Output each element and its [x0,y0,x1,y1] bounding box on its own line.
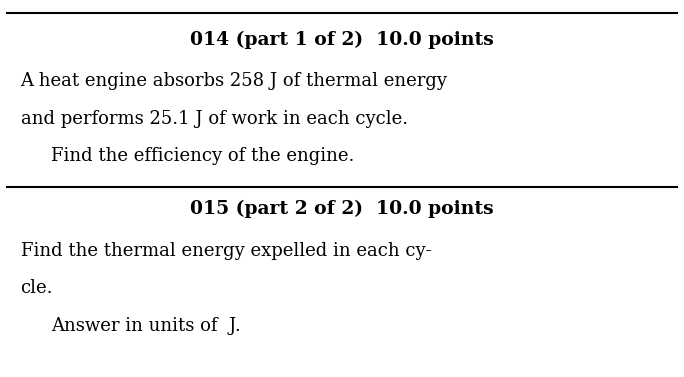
Text: Find the thermal energy expelled in each cy-: Find the thermal energy expelled in each… [21,242,431,260]
Text: Answer in units of  J.: Answer in units of J. [51,317,241,335]
Text: Find the efficiency of the engine.: Find the efficiency of the engine. [51,147,355,166]
Text: A heat engine absorbs 258 J of thermal energy: A heat engine absorbs 258 J of thermal e… [21,72,447,90]
Text: and performs 25.1 J of work in each cycle.: and performs 25.1 J of work in each cycl… [21,110,408,128]
Text: 014 (part 1 of 2)  10.0 points: 014 (part 1 of 2) 10.0 points [190,31,494,49]
Text: 015 (part 2 of 2)  10.0 points: 015 (part 2 of 2) 10.0 points [190,200,494,218]
Text: cle.: cle. [21,279,53,297]
